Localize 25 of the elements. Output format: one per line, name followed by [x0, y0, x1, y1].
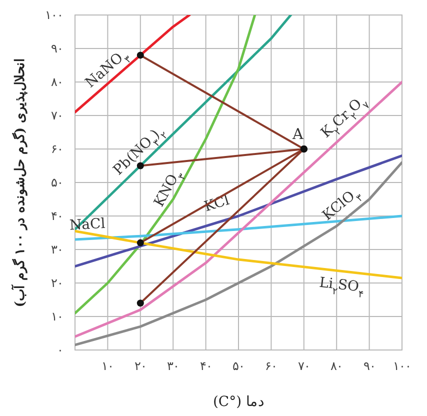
y-tick-label: ۳۰: [51, 242, 63, 256]
y-tick-label: ۸۰: [51, 75, 63, 89]
x-tick-label: ۲۰: [134, 359, 146, 373]
x-tick-label: ۴۰: [200, 359, 212, 373]
y-tick-label: ۴۰: [51, 209, 63, 223]
series-label: NaCl: [69, 216, 106, 234]
y-tick-label: ۱۰۰: [45, 8, 63, 22]
x-tick-label: ۱۰: [102, 359, 114, 373]
y-tick-label: ۷۰: [51, 108, 63, 122]
y-axis-title: انحلال‌پذیری (گرم حل‌شونده در ۱۰۰ گرم آب): [11, 58, 28, 308]
x-tick-label: ۹۰: [363, 359, 376, 373]
y-tick-label: ۰: [57, 343, 63, 357]
x-axis-title: دما (°C): [212, 394, 264, 410]
x-tick-label: ۷۰: [298, 359, 310, 373]
x-tick-label: ۱۰۰: [393, 359, 411, 373]
y-tick-label: ۶۰: [51, 142, 63, 156]
y-tick-label: ۹۰: [51, 42, 63, 56]
x-tick-label: ۸۰: [330, 359, 343, 373]
annotation: A: [291, 125, 304, 143]
x-tick-label: ۳۰: [167, 359, 180, 373]
y-tick-label: ۲۰: [51, 276, 63, 290]
y-tick-label: ۱۰: [51, 310, 63, 324]
y-tick-label: ۵۰: [51, 176, 63, 190]
x-tick-label: ۶۰: [265, 359, 278, 373]
x-tick-label: ۵۰: [232, 359, 244, 373]
